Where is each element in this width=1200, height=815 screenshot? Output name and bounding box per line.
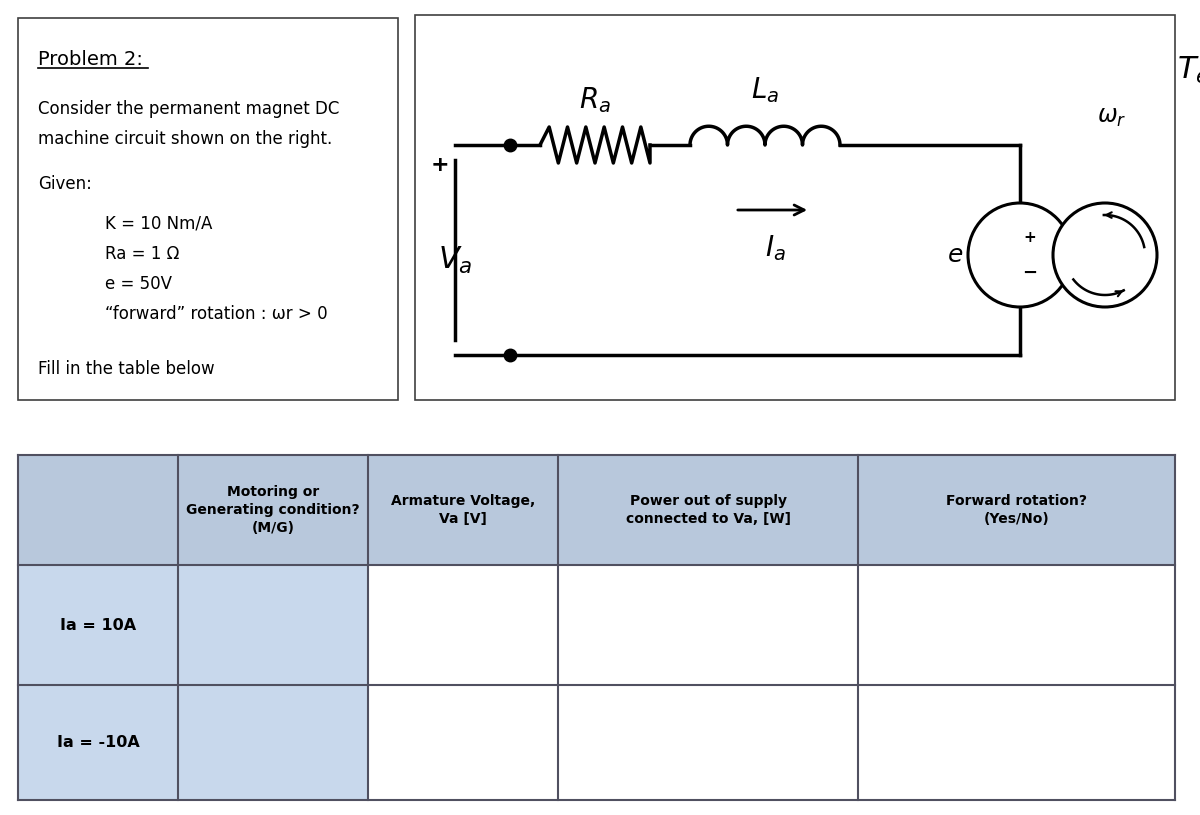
Text: Ia = 10A: Ia = 10A: [60, 618, 136, 632]
Text: −: −: [1022, 264, 1038, 282]
Bar: [178, 685, 368, 800]
Text: $R_a$: $R_a$: [580, 85, 611, 115]
Text: “forward” rotation : ωr > 0: “forward” rotation : ωr > 0: [106, 305, 328, 323]
Bar: [858, 565, 1175, 685]
Bar: [368, 685, 558, 800]
Text: e = 50V: e = 50V: [106, 275, 172, 293]
Bar: [558, 455, 858, 565]
Text: Ia = -10A: Ia = -10A: [56, 735, 139, 750]
Bar: [18, 685, 178, 800]
Text: Given:: Given:: [38, 175, 92, 193]
Text: Problem 2:: Problem 2:: [38, 50, 143, 69]
Text: Motoring or
Generating condition?
(M/G): Motoring or Generating condition? (M/G): [186, 485, 360, 535]
Bar: [18, 18, 398, 400]
Text: +: +: [1024, 230, 1037, 244]
Bar: [858, 685, 1175, 800]
Text: Consider the permanent magnet DC: Consider the permanent magnet DC: [38, 100, 340, 118]
Text: $V_a$: $V_a$: [438, 244, 473, 275]
Bar: [178, 565, 368, 685]
Text: machine circuit shown on the right.: machine circuit shown on the right.: [38, 130, 332, 148]
Bar: [368, 565, 558, 685]
Text: $T_e$: $T_e$: [1177, 55, 1200, 86]
Text: $\omega_r$: $\omega_r$: [1097, 105, 1127, 129]
Text: $I_a$: $I_a$: [764, 233, 786, 263]
Text: K = 10 Nm/A: K = 10 Nm/A: [106, 215, 212, 233]
Bar: [368, 455, 558, 565]
Circle shape: [1054, 203, 1157, 307]
Bar: [858, 455, 1175, 565]
Bar: [558, 565, 858, 685]
Text: Armature Voltage,
Va [V]: Armature Voltage, Va [V]: [391, 494, 535, 526]
Bar: [18, 455, 178, 565]
Text: e: e: [948, 243, 964, 267]
Text: Power out of supply
connected to Va, [W]: Power out of supply connected to Va, [W]: [625, 494, 791, 526]
Bar: [178, 455, 368, 565]
Bar: [558, 685, 858, 800]
Text: +: +: [431, 155, 449, 175]
Bar: [18, 565, 178, 685]
Text: Fill in the table below: Fill in the table below: [38, 360, 215, 378]
Text: Ra = 1 Ω: Ra = 1 Ω: [106, 245, 179, 263]
Text: Forward rotation?
(Yes/No): Forward rotation? (Yes/No): [946, 494, 1087, 526]
Text: $L_a$: $L_a$: [751, 75, 779, 105]
Circle shape: [968, 203, 1072, 307]
Bar: [415, 15, 1175, 400]
